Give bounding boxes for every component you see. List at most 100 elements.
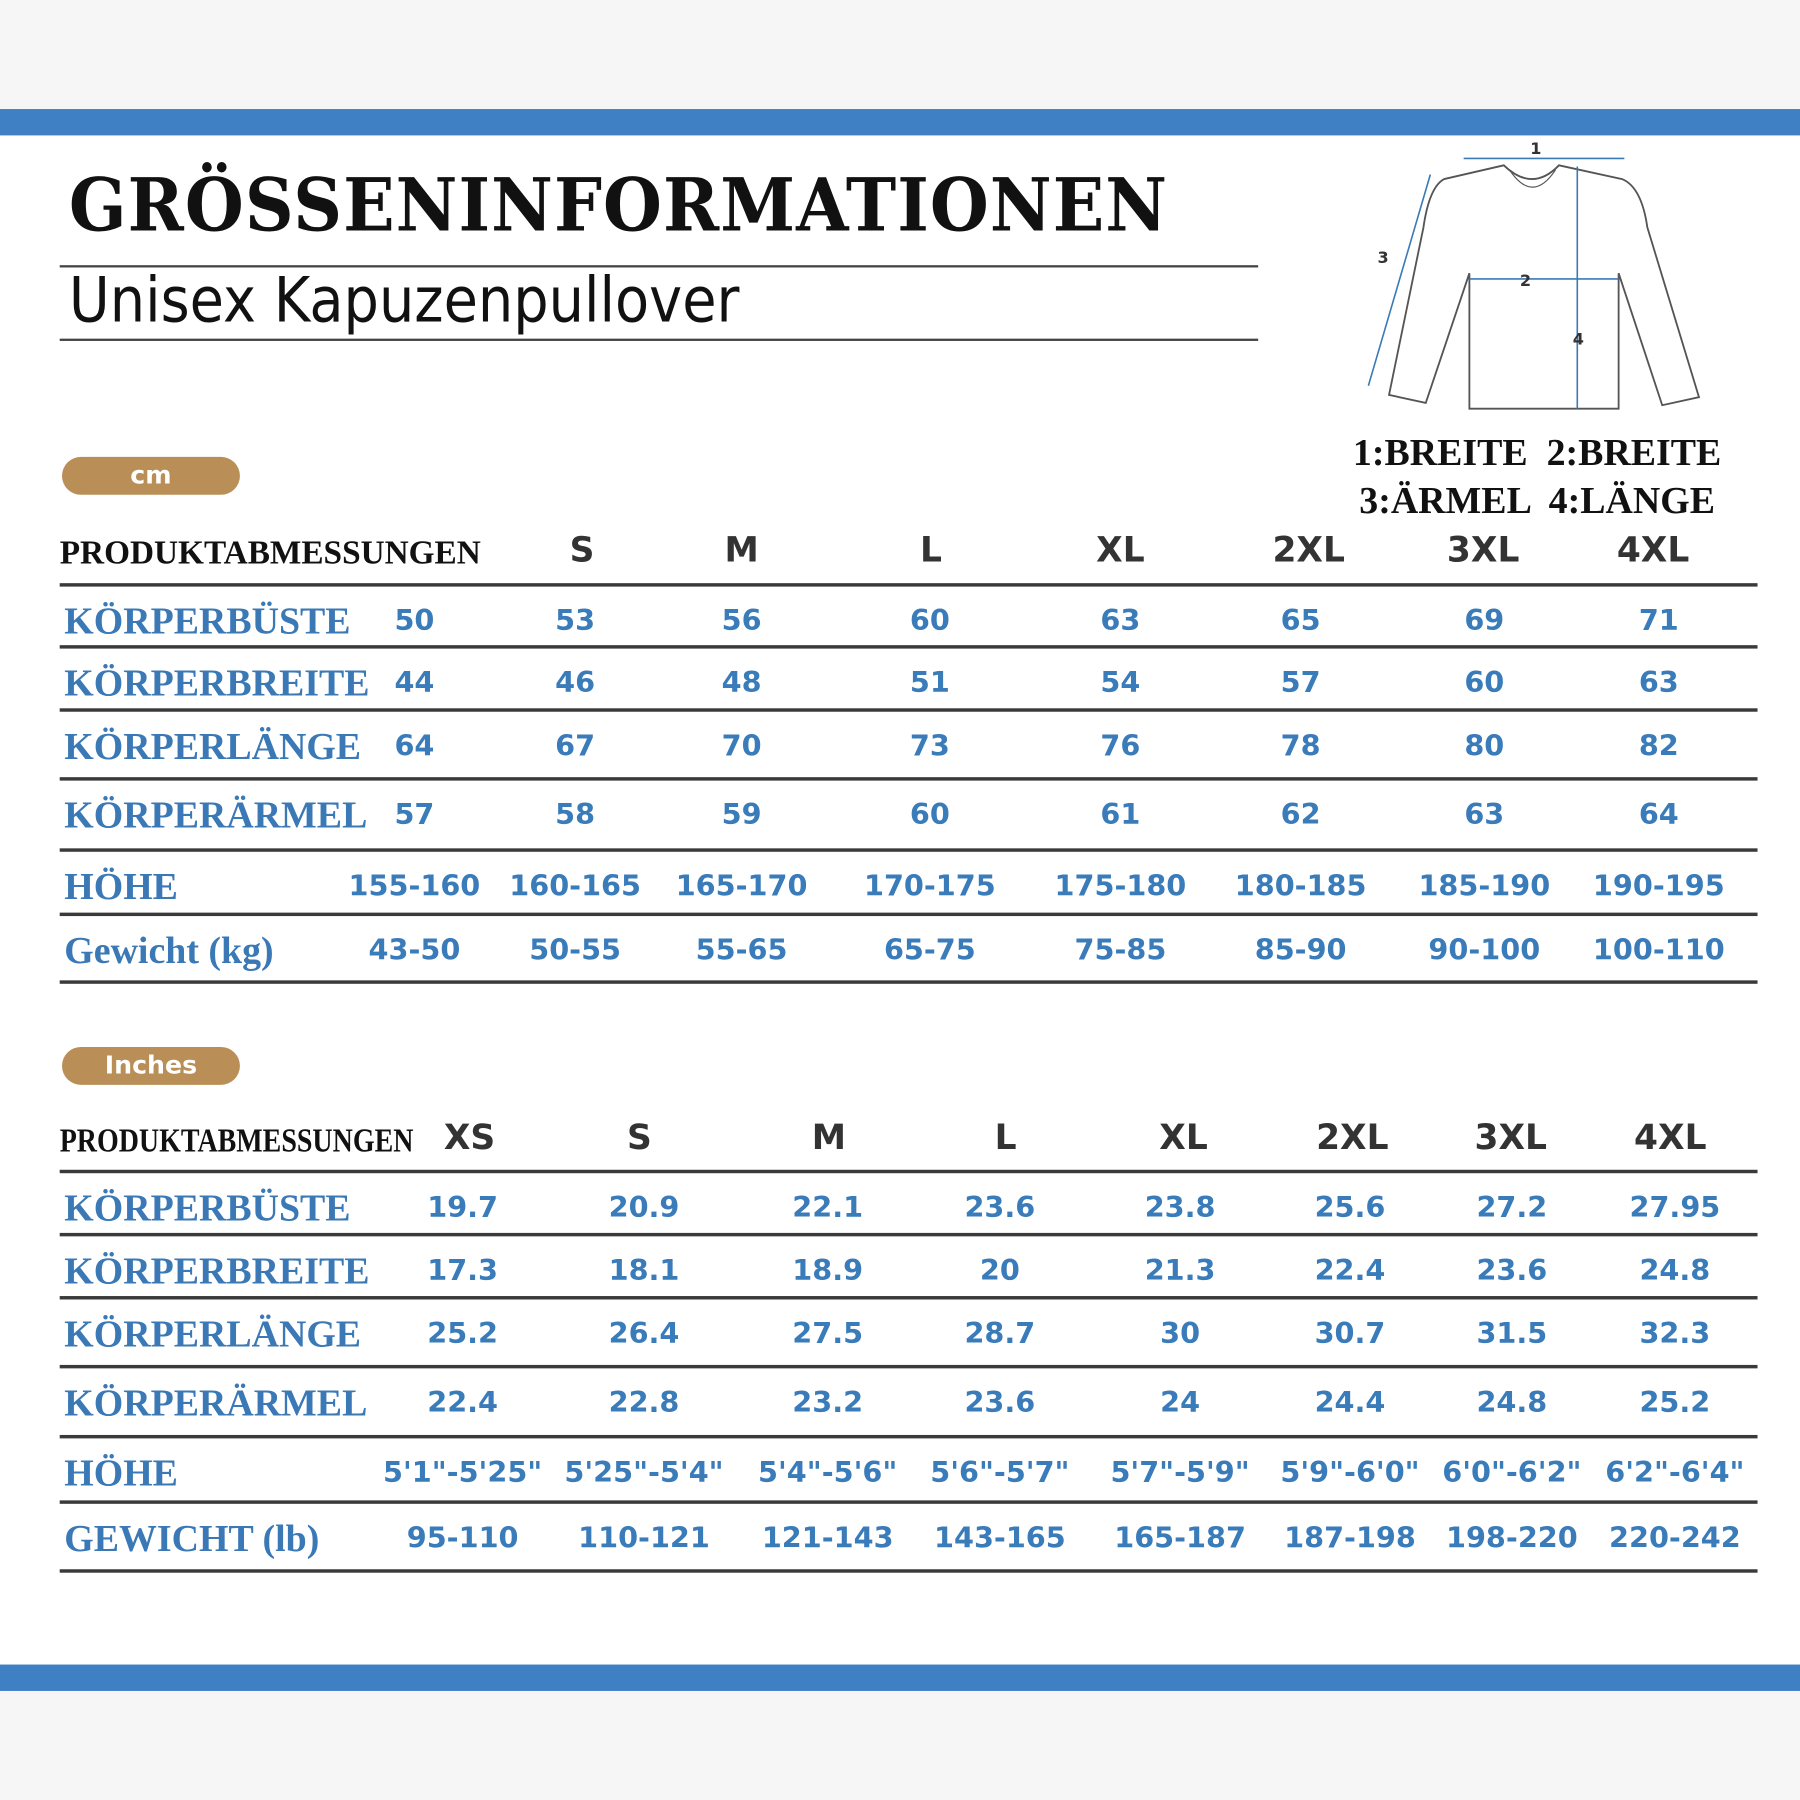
table-cell: 185-190 bbox=[1418, 869, 1551, 903]
table-cell: 31.5 bbox=[1476, 1316, 1548, 1350]
size-header: 3XL bbox=[1474, 1118, 1547, 1159]
table-cell: 198-220 bbox=[1445, 1521, 1578, 1555]
row-label: KÖRPERLÄNGE bbox=[64, 726, 362, 768]
table-cell: 19.7 bbox=[427, 1190, 499, 1224]
size-header: L bbox=[920, 530, 942, 571]
table-cell: 57 bbox=[1280, 665, 1321, 700]
row-label: HÖHE bbox=[64, 1453, 178, 1495]
row-divider bbox=[59, 1500, 1758, 1504]
table-cell: 30.7 bbox=[1314, 1316, 1386, 1350]
row-label: KÖRPERBREITE bbox=[64, 1251, 370, 1293]
table-cell: 5'25"-5'4" bbox=[564, 1455, 724, 1489]
table-cell: 100-110 bbox=[1592, 933, 1725, 967]
table-cell: 27.95 bbox=[1629, 1190, 1721, 1224]
table-cell: 20.9 bbox=[608, 1190, 680, 1224]
size-header: XS bbox=[443, 1118, 496, 1159]
unit-badge-inches: Inches bbox=[61, 1046, 240, 1085]
table-cell: 5'4"-5'6" bbox=[758, 1455, 898, 1489]
row-label: HÖHE bbox=[64, 866, 178, 909]
table-cell: 63 bbox=[1100, 603, 1141, 638]
row-divider bbox=[59, 1169, 1758, 1174]
table-cell: 23.6 bbox=[964, 1385, 1036, 1419]
table-cell: 59 bbox=[721, 797, 762, 832]
table-cell: 50-55 bbox=[529, 933, 622, 967]
row-divider bbox=[59, 1364, 1758, 1369]
table-cell: 95-110 bbox=[406, 1521, 519, 1555]
table-cell: 165-187 bbox=[1114, 1521, 1246, 1555]
size-header: L bbox=[994, 1118, 1017, 1159]
table-cell: 85-90 bbox=[1254, 933, 1347, 967]
table-cell: 82 bbox=[1638, 728, 1679, 763]
table-cell: 62 bbox=[1280, 797, 1321, 832]
table-cell: 24.8 bbox=[1476, 1385, 1548, 1419]
table-cell: 24.8 bbox=[1639, 1253, 1711, 1287]
row-divider bbox=[59, 777, 1758, 781]
table-cell: 155-160 bbox=[348, 869, 481, 903]
table-cell: 48 bbox=[721, 665, 762, 700]
table-cell: 27.2 bbox=[1476, 1190, 1548, 1224]
legend-line-2: 3:ÄRMEL 4:LÄNGE bbox=[1359, 480, 1715, 523]
table-cell: 22.4 bbox=[427, 1385, 499, 1419]
size-header: 2XL bbox=[1272, 530, 1345, 571]
table-cell: 30 bbox=[1160, 1316, 1201, 1350]
table-cell: 43-50 bbox=[368, 933, 461, 967]
long-sleeve-shirt-diagram-icon: 1 2 3 4 bbox=[1367, 139, 1701, 410]
inch-header-label: PRODUKTABMESSUNGEN bbox=[59, 1122, 414, 1160]
table-cell: 27.5 bbox=[792, 1316, 864, 1350]
table-cell: 110-121 bbox=[578, 1521, 710, 1555]
table-cell: 46 bbox=[555, 665, 596, 700]
table-cell: 70 bbox=[721, 728, 762, 763]
row-label: KÖRPERBÜSTE bbox=[64, 1188, 351, 1230]
table-cell: 55-65 bbox=[695, 933, 788, 967]
size-header: 4XL bbox=[1634, 1118, 1707, 1159]
row-divider bbox=[59, 980, 1758, 984]
size-header: XL bbox=[1096, 530, 1145, 571]
table-cell: 63 bbox=[1638, 665, 1679, 700]
table-cell: 90-100 bbox=[1428, 933, 1541, 967]
table-cell: 58 bbox=[555, 797, 596, 832]
row-label: KÖRPERÄRMEL bbox=[64, 1383, 368, 1425]
size-header: S bbox=[627, 1118, 652, 1159]
table-cell: 63 bbox=[1464, 797, 1505, 832]
table-cell: 65-75 bbox=[883, 933, 976, 967]
content-area bbox=[0, 135, 1800, 1665]
table-cell: 26.4 bbox=[608, 1316, 680, 1350]
row-divider bbox=[59, 1569, 1758, 1573]
marker-2: 2 bbox=[1520, 271, 1531, 290]
row-divider bbox=[59, 912, 1758, 917]
size-header: 4XL bbox=[1616, 530, 1690, 571]
table-cell: 6'2"-6'4" bbox=[1605, 1455, 1745, 1489]
table-cell: 22.8 bbox=[608, 1385, 680, 1419]
table-cell: 22.4 bbox=[1314, 1253, 1386, 1287]
table-cell: 69 bbox=[1464, 603, 1505, 638]
row-label: KÖRPERÄRMEL bbox=[64, 795, 368, 837]
table-cell: 71 bbox=[1638, 603, 1679, 638]
row-divider bbox=[59, 848, 1758, 852]
table-cell: 60 bbox=[909, 603, 950, 638]
table-cell: 5'7"-5'9" bbox=[1110, 1455, 1250, 1489]
row-label: KÖRPERLÄNGE bbox=[64, 1314, 362, 1356]
size-header: M bbox=[724, 530, 759, 571]
table-cell: 64 bbox=[1638, 797, 1679, 832]
size-header: 3XL bbox=[1446, 530, 1520, 571]
table-cell: 60 bbox=[1464, 665, 1505, 700]
row-label: GEWICHT (lb) bbox=[64, 1518, 320, 1561]
table-cell: 60 bbox=[909, 797, 950, 832]
table-cell: 180-185 bbox=[1234, 869, 1367, 903]
table-cell: 143-165 bbox=[934, 1521, 1066, 1555]
bottom-accent-bar bbox=[0, 1664, 1800, 1691]
table-cell: 160-165 bbox=[509, 869, 641, 903]
table-cell: 75-85 bbox=[1074, 933, 1167, 967]
table-cell: 28.7 bbox=[964, 1316, 1036, 1350]
table-cell: 20 bbox=[979, 1253, 1020, 1287]
divider bbox=[59, 265, 1259, 268]
table-cell: 5'9"-6'0" bbox=[1280, 1455, 1420, 1489]
size-header: 2XL bbox=[1316, 1118, 1389, 1159]
table-cell: 54 bbox=[1100, 665, 1141, 700]
table-cell: 64 bbox=[394, 728, 435, 763]
table-cell: 170-175 bbox=[863, 869, 996, 903]
page-subtitle: Unisex Kapuzenpullover bbox=[68, 264, 740, 337]
table-cell: 23.6 bbox=[1476, 1253, 1548, 1287]
table-cell: 165-170 bbox=[675, 869, 808, 903]
